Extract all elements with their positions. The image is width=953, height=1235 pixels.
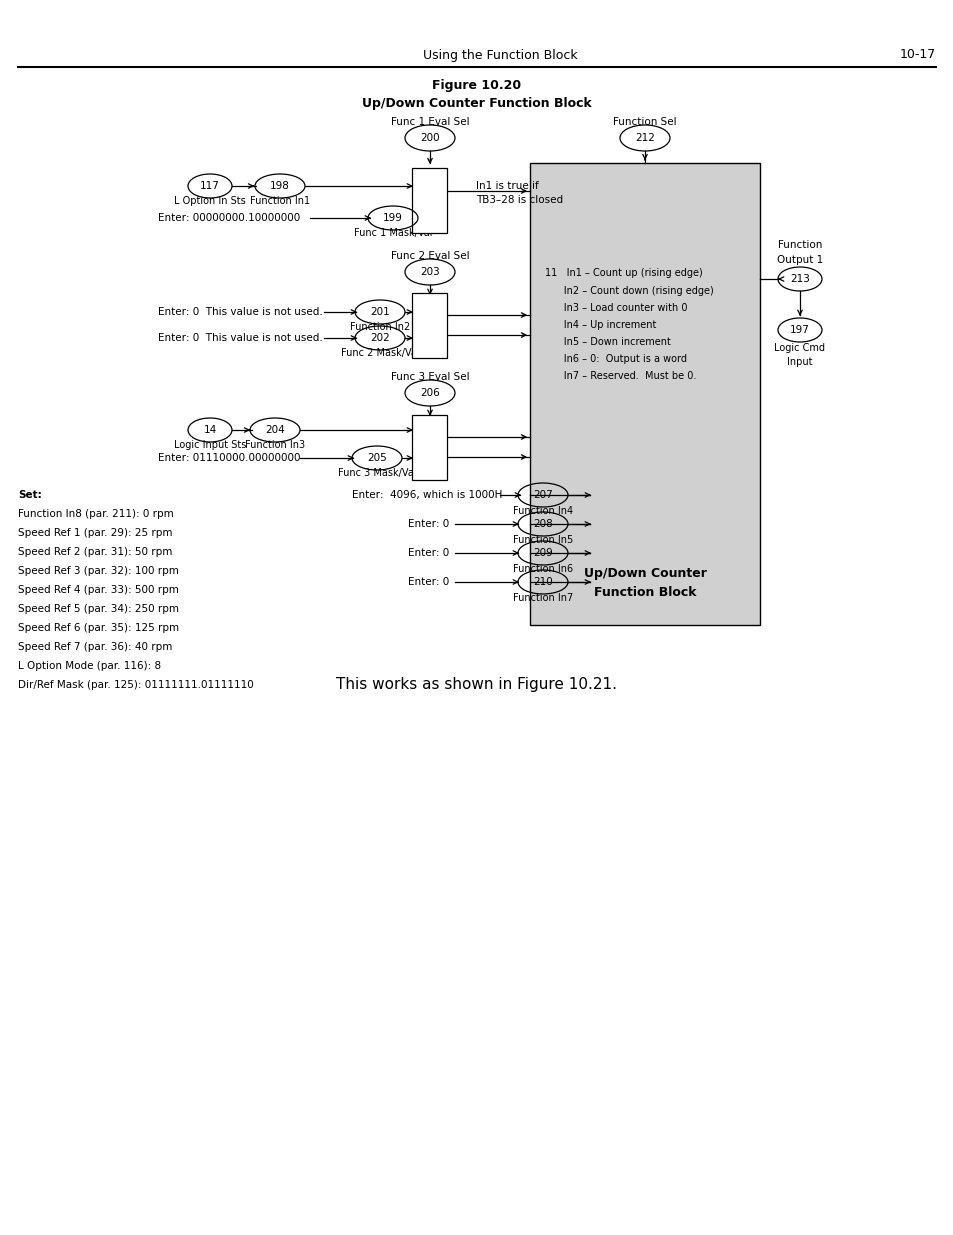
Text: This works as shown in Figure 10.21.: This works as shown in Figure 10.21. bbox=[336, 678, 617, 693]
Bar bbox=[412, 415, 447, 479]
Text: 2: 2 bbox=[426, 431, 434, 443]
Text: 11   In1 – Count up (rising edge): 11 In1 – Count up (rising edge) bbox=[544, 268, 702, 278]
Text: Figure 10.20: Figure 10.20 bbox=[432, 79, 521, 93]
Text: Input: Input bbox=[786, 357, 812, 367]
Text: Dir/Ref Mask (par. 125): 01111111.01111110: Dir/Ref Mask (par. 125): 01111111.011111… bbox=[18, 680, 253, 690]
Text: Function In2: Function In2 bbox=[350, 322, 410, 332]
Text: Using the Function Block: Using the Function Block bbox=[422, 48, 577, 62]
Text: Func 1 Eval Sel: Func 1 Eval Sel bbox=[391, 117, 469, 127]
Text: L Option Mode (par. 116): 8: L Option Mode (par. 116): 8 bbox=[18, 661, 161, 671]
Text: Enter: 0  This value is not used.: Enter: 0 This value is not used. bbox=[158, 333, 322, 343]
Text: Speed Ref 1 (par. 29): 25 rpm: Speed Ref 1 (par. 29): 25 rpm bbox=[18, 529, 172, 538]
Text: Function: Function bbox=[777, 240, 821, 249]
Text: Speed Ref 2 (par. 31): 50 rpm: Speed Ref 2 (par. 31): 50 rpm bbox=[18, 547, 172, 557]
Text: 198: 198 bbox=[270, 182, 290, 191]
Text: Func 3 Mask/Val: Func 3 Mask/Val bbox=[337, 468, 416, 478]
Text: Func 1 Mask/Val: Func 1 Mask/Val bbox=[354, 228, 432, 238]
Text: Output 1: Output 1 bbox=[776, 254, 822, 266]
Text: Enter: 0: Enter: 0 bbox=[408, 519, 449, 529]
Text: Function In1: Function In1 bbox=[250, 196, 310, 206]
Text: In2 – Count down (rising edge): In2 – Count down (rising edge) bbox=[544, 287, 713, 296]
Text: In1 is true if: In1 is true if bbox=[476, 182, 538, 191]
Text: In3: In3 bbox=[421, 462, 437, 472]
Bar bbox=[530, 163, 760, 625]
Text: Enter: 0: Enter: 0 bbox=[408, 548, 449, 558]
Text: Function In7: Function In7 bbox=[513, 593, 573, 603]
Text: 210: 210 bbox=[533, 577, 553, 587]
Text: In3 – Load counter with 0: In3 – Load counter with 0 bbox=[544, 303, 687, 312]
Text: 2: 2 bbox=[426, 184, 434, 196]
Text: Enter: 0: Enter: 0 bbox=[408, 577, 449, 587]
Text: 202: 202 bbox=[370, 333, 390, 343]
Text: 208: 208 bbox=[533, 519, 553, 529]
Text: Func 2 Mask/Val: Func 2 Mask/Val bbox=[340, 348, 419, 358]
Text: 206: 206 bbox=[419, 388, 439, 398]
Text: Function Block: Function Block bbox=[593, 587, 696, 599]
Text: 212: 212 bbox=[635, 133, 655, 143]
Text: Speed Ref 5 (par. 34): 250 rpm: Speed Ref 5 (par. 34): 250 rpm bbox=[18, 604, 179, 614]
Text: Enter:  4096, which is 1000H: Enter: 4096, which is 1000H bbox=[352, 490, 502, 500]
Text: 14: 14 bbox=[203, 425, 216, 435]
Text: Enter: 00000000.10000000: Enter: 00000000.10000000 bbox=[158, 212, 300, 224]
Text: Function In3: Function In3 bbox=[245, 440, 305, 450]
Text: In4 – Up increment: In4 – Up increment bbox=[544, 320, 656, 330]
Text: Function Sel: Function Sel bbox=[613, 117, 676, 127]
Text: 213: 213 bbox=[789, 274, 809, 284]
Text: L Option In Sts: L Option In Sts bbox=[174, 196, 246, 206]
Text: 200: 200 bbox=[419, 133, 439, 143]
Text: In2: In2 bbox=[421, 340, 437, 350]
Text: In6 – 0:  Output is a word: In6 – 0: Output is a word bbox=[544, 354, 686, 364]
Text: Speed Ref 7 (par. 36): 40 rpm: Speed Ref 7 (par. 36): 40 rpm bbox=[18, 642, 172, 652]
Text: 204: 204 bbox=[265, 425, 285, 435]
Text: Func 3 Eval Sel: Func 3 Eval Sel bbox=[391, 372, 469, 382]
Text: Function In8 (par. 211): 0 rpm: Function In8 (par. 211): 0 rpm bbox=[18, 509, 173, 519]
Text: Up/Down Counter Function Block: Up/Down Counter Function Block bbox=[362, 96, 591, 110]
Text: 117: 117 bbox=[200, 182, 220, 191]
Text: Enter: 0  This value is not used.: Enter: 0 This value is not used. bbox=[158, 308, 322, 317]
Text: 0: 0 bbox=[426, 309, 434, 321]
Text: 209: 209 bbox=[533, 548, 553, 558]
Text: Enter: 01110000.00000000: Enter: 01110000.00000000 bbox=[158, 453, 300, 463]
Text: Speed Ref 6 (par. 35): 125 rpm: Speed Ref 6 (par. 35): 125 rpm bbox=[18, 622, 179, 634]
Text: Function In5: Function In5 bbox=[513, 535, 573, 545]
Text: Up/Down Counter: Up/Down Counter bbox=[583, 568, 706, 580]
Text: Speed Ref 3 (par. 32): 100 rpm: Speed Ref 3 (par. 32): 100 rpm bbox=[18, 566, 179, 576]
Text: Logic Input Sts: Logic Input Sts bbox=[173, 440, 246, 450]
Bar bbox=[412, 168, 447, 232]
Text: TB3–28 is closed: TB3–28 is closed bbox=[476, 195, 562, 205]
Text: Function In6: Function In6 bbox=[513, 564, 573, 574]
Text: Function In4: Function In4 bbox=[513, 506, 573, 516]
Text: 201: 201 bbox=[370, 308, 390, 317]
Text: In7 – Reserved.  Must be 0.: In7 – Reserved. Must be 0. bbox=[544, 370, 696, 382]
Text: 199: 199 bbox=[383, 212, 402, 224]
Text: 207: 207 bbox=[533, 490, 553, 500]
Text: Func 2 Eval Sel: Func 2 Eval Sel bbox=[391, 251, 469, 261]
Bar bbox=[412, 293, 447, 357]
Text: 205: 205 bbox=[367, 453, 387, 463]
Text: Logic Cmd: Logic Cmd bbox=[774, 343, 824, 353]
Text: 203: 203 bbox=[419, 267, 439, 277]
Text: 10-17: 10-17 bbox=[899, 48, 935, 62]
Text: 197: 197 bbox=[789, 325, 809, 335]
Text: Speed Ref 4 (par. 33): 500 rpm: Speed Ref 4 (par. 33): 500 rpm bbox=[18, 585, 179, 595]
Text: Set:: Set: bbox=[18, 490, 42, 500]
Text: In1: In1 bbox=[421, 215, 437, 225]
Text: In5 – Down increment: In5 – Down increment bbox=[544, 337, 670, 347]
